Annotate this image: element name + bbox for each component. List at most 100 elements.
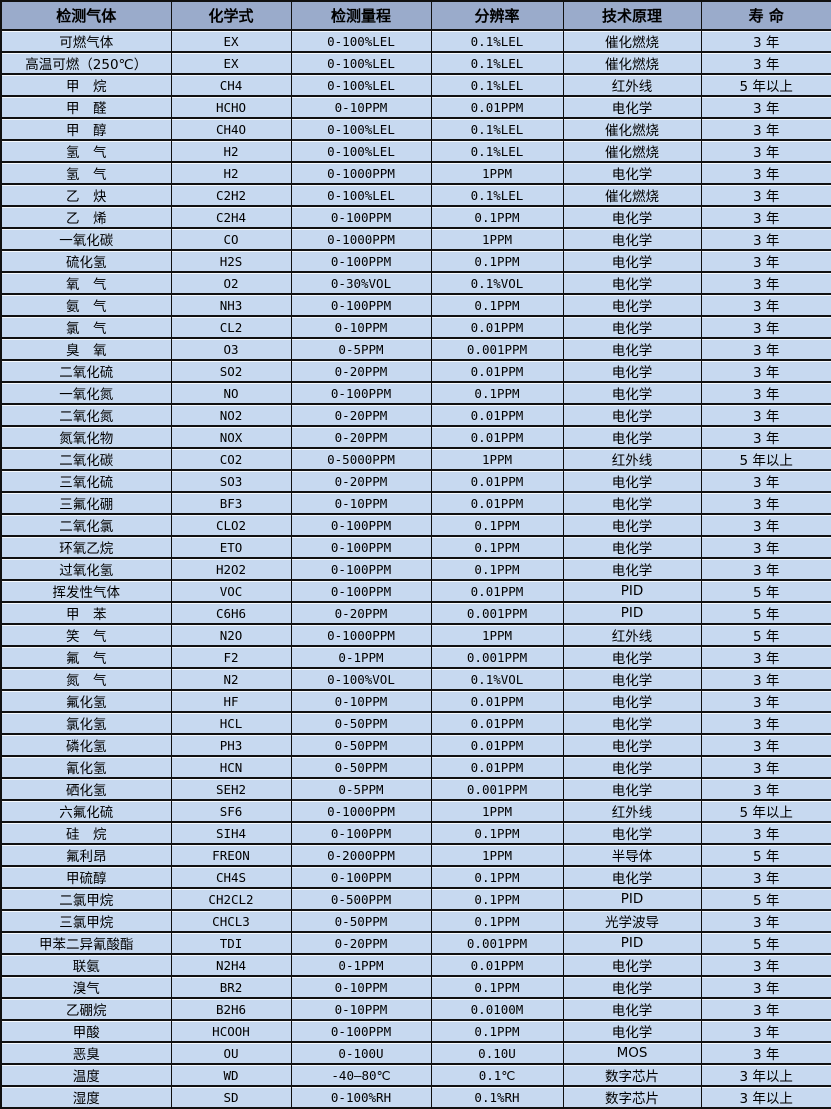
cell-resolution: 0.1%VOL [430,272,564,295]
cell-gas-name: 硒化氢 [0,778,172,801]
cell-range: 0-20PPM [290,602,432,625]
cell-formula: HCHO [170,96,292,119]
cell-range: 0-100PPM [290,250,432,273]
header-principle: 技术原理 [562,1,702,31]
header-range: 检测量程 [290,1,432,31]
cell-formula: OU [170,1042,292,1065]
cell-principle: 电化学 [562,294,702,317]
table-row: 甲 烷 CH4 0-100%LEL 0.1%LEL 红外线 5 年以上 [0,74,831,97]
table-row: 甲苯二异氰酸酯 TDI 0-20PPM 0.001PPM PID 5 年 [0,932,831,955]
cell-resolution: 1PPM [430,844,564,867]
cell-principle: 红外线 [562,74,702,97]
table-row: 氮 气 N2 0-100%VOL 0.1%VOL 电化学 3 年 [0,668,831,691]
cell-range: 0-500PPM [290,888,432,911]
table-row: 恶臭 OU 0-100U 0.10U MOS 3 年 [0,1042,831,1065]
table-row: 联氨 N2H4 0-1PPM 0.01PPM 电化学 3 年 [0,954,831,977]
table-row: 环氧乙烷 ETO 0-100PPM 0.1PPM 电化学 3 年 [0,536,831,559]
cell-range: 0-1000PPM [290,162,432,185]
cell-gas-name: 氟利昂 [0,844,172,867]
cell-range: 0-100PPM [290,580,432,603]
cell-principle: 电化学 [562,734,702,757]
cell-gas-name: 六氟化硫 [0,800,172,823]
cell-formula: CH4 [170,74,292,97]
table-row: 甲 醇 CH4O 0-100%LEL 0.1%LEL 催化燃烧 3 年 [0,118,831,141]
cell-formula: WD [170,1064,292,1087]
cell-principle: 电化学 [562,976,702,999]
cell-formula: CL2 [170,316,292,339]
cell-range: 0-100%LEL [290,74,432,97]
cell-formula: EX [170,30,292,53]
table-row: 硒化氢 SEH2 0-5PPM 0.001PPM 电化学 3 年 [0,778,831,801]
cell-resolution: 0.01PPM [430,96,564,119]
cell-principle: 数字芯片 [562,1086,702,1109]
cell-gas-name: 一氧化氮 [0,382,172,405]
cell-principle: 电化学 [562,712,702,735]
cell-formula: EX [170,52,292,75]
cell-range: 0-50PPM [290,712,432,735]
cell-principle: 电化学 [562,690,702,713]
cell-range: 0-20PPM [290,470,432,493]
cell-resolution: 0.1%LEL [430,140,564,163]
cell-resolution: 1PPM [430,800,564,823]
cell-range: 0-100PPM [290,514,432,537]
cell-lifespan: 3 年 [700,52,831,75]
table-row: 过氧化氢 H2O2 0-100PPM 0.1PPM 电化学 3 年 [0,558,831,581]
cell-principle: 电化学 [562,1020,702,1043]
cell-formula: B2H6 [170,998,292,1021]
cell-lifespan: 3 年 [700,756,831,779]
cell-principle: 电化学 [562,514,702,537]
table-row: 氟 气 F2 0-1PPM 0.001PPM 电化学 3 年 [0,646,831,669]
cell-formula: C2H2 [170,184,292,207]
cell-formula: HCN [170,756,292,779]
cell-principle: 电化学 [562,536,702,559]
cell-resolution: 0.001PPM [430,602,564,625]
cell-gas-name: 氨 气 [0,294,172,317]
cell-resolution: 0.1PPM [430,514,564,537]
cell-lifespan: 3 年 [700,778,831,801]
cell-lifespan: 5 年 [700,844,831,867]
cell-gas-name: 温度 [0,1064,172,1087]
cell-formula: F2 [170,646,292,669]
cell-principle: 催化燃烧 [562,184,702,207]
cell-resolution: 0.01PPM [430,690,564,713]
cell-range: 0-10PPM [290,976,432,999]
cell-lifespan: 3 年 [700,712,831,735]
cell-lifespan: 3 年 [700,184,831,207]
cell-formula: NO [170,382,292,405]
cell-lifespan: 3 年 [700,646,831,669]
cell-resolution: 1PPM [430,624,564,647]
cell-resolution: 0.01PPM [430,712,564,735]
cell-gas-name: 可燃气体 [0,30,172,53]
cell-gas-name: 二氧化硫 [0,360,172,383]
cell-formula: CH2CL2 [170,888,292,911]
header-gas-name: 检测气体 [0,1,172,31]
cell-resolution: 0.01PPM [430,954,564,977]
cell-range: 0-100%RH [290,1086,432,1109]
table-row: 氯 气 CL2 0-10PPM 0.01PPM 电化学 3 年 [0,316,831,339]
cell-lifespan: 3 年 [700,338,831,361]
cell-resolution: 0.001PPM [430,646,564,669]
cell-gas-name: 氮氧化物 [0,426,172,449]
cell-gas-name: 氯 气 [0,316,172,339]
cell-principle: 电化学 [562,822,702,845]
cell-range: 0-10PPM [290,998,432,1021]
cell-lifespan: 5 年 [700,580,831,603]
cell-resolution: 0.001PPM [430,778,564,801]
cell-resolution: 0.001PPM [430,932,564,955]
table-row: 氯化氢 HCL 0-50PPM 0.01PPM 电化学 3 年 [0,712,831,735]
table-row: 氧 气 O2 0-30%VOL 0.1%VOL 电化学 3 年 [0,272,831,295]
cell-resolution: 0.1PPM [430,1020,564,1043]
table-row: 温度 WD -40—80℃ 0.1℃ 数字芯片 3 年以上 [0,1064,831,1087]
table-body: 可燃气体 EX 0-100%LEL 0.1%LEL 催化燃烧 3 年高温可燃（250℃） E… [0,30,831,1109]
cell-lifespan: 3 年 [700,316,831,339]
cell-gas-name: 氰化氢 [0,756,172,779]
cell-principle: 电化学 [562,272,702,295]
cell-resolution: 0.1PPM [430,558,564,581]
cell-range: 0-5PPM [290,778,432,801]
cell-gas-name: 甲硫醇 [0,866,172,889]
table-row: 甲 苯 C6H6 0-20PPM 0.001PPM PID 5 年 [0,602,831,625]
table-row: 硅 烷 SIH4 0-100PPM 0.1PPM 电化学 3 年 [0,822,831,845]
cell-formula: BR2 [170,976,292,999]
cell-principle: 电化学 [562,998,702,1021]
